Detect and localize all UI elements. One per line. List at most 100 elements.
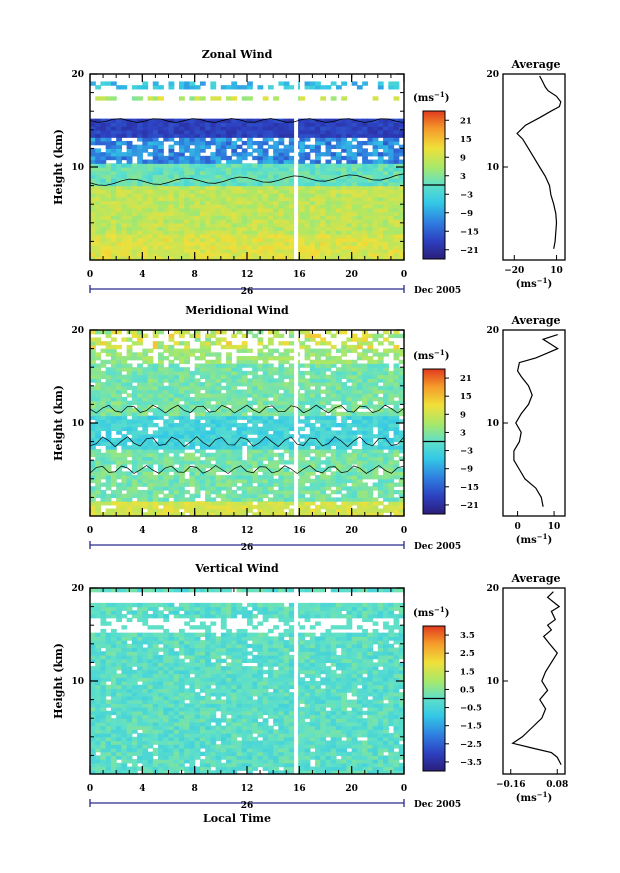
heatmap-cell xyxy=(116,382,122,387)
heatmap-cell xyxy=(226,245,232,250)
heatmap-cell xyxy=(262,352,269,357)
heatmap-cell xyxy=(105,144,112,149)
heatmap-cell xyxy=(273,389,279,394)
heatmap-cell xyxy=(105,393,112,398)
heatmap-cell xyxy=(315,167,321,172)
heatmap-cell xyxy=(163,445,170,450)
heatmap-cell xyxy=(273,167,279,172)
heatmap-cell xyxy=(90,449,96,454)
heatmap-cell xyxy=(105,252,112,257)
heatmap-cell xyxy=(320,475,327,480)
heatmap-cell xyxy=(398,348,405,353)
heatmap-cell xyxy=(351,222,358,228)
heatmap-cell xyxy=(178,471,185,476)
heatmap-cell xyxy=(398,189,405,194)
heatmap-cell xyxy=(288,185,295,190)
heatmap-cell xyxy=(105,211,112,216)
heatmap-cell xyxy=(320,497,327,502)
heatmap-cell xyxy=(335,155,342,161)
heatmap-cell xyxy=(346,374,353,379)
heatmap-cell xyxy=(137,185,143,190)
heatmap-cell xyxy=(137,193,143,198)
heatmap-cell xyxy=(257,178,264,183)
heatmap-cell xyxy=(100,170,107,176)
heatmap-cell xyxy=(152,137,159,142)
heatmap-cell xyxy=(210,437,217,443)
heatmap-cell xyxy=(330,193,337,198)
heatmap-cell xyxy=(252,200,259,205)
heatmap-cell xyxy=(288,252,295,257)
heatmap-cell xyxy=(131,237,138,242)
heatmap-cell xyxy=(309,441,316,446)
heatmap-cell xyxy=(383,434,389,439)
heatmap-cell xyxy=(105,219,112,224)
heatmap-cell xyxy=(126,163,133,168)
heatmap-cell xyxy=(283,181,290,187)
heatmap-cell xyxy=(178,85,185,90)
heatmap-cell xyxy=(252,430,259,435)
heatmap-cell xyxy=(210,211,217,216)
heatmap-cell xyxy=(142,207,149,213)
heatmap-cell xyxy=(210,129,217,135)
heatmap-cell xyxy=(247,508,253,513)
heatmap-cell xyxy=(247,475,253,480)
heatmap-cell xyxy=(372,200,379,205)
heatmap-cell xyxy=(137,493,143,498)
heatmap-cell xyxy=(393,344,400,350)
heatmap-cell xyxy=(346,400,353,405)
heatmap-cell xyxy=(215,460,222,465)
heatmap-cell xyxy=(147,445,154,450)
heatmap-cell xyxy=(90,463,96,469)
heatmap-cell xyxy=(178,475,185,480)
heatmap-cell xyxy=(152,382,159,387)
heatmap-cell xyxy=(267,144,274,149)
heatmap-cell xyxy=(367,486,374,491)
heatmap-cell xyxy=(231,204,238,209)
heatmap-cell xyxy=(356,352,363,357)
heatmap-cell xyxy=(205,193,211,198)
heatmap-cell xyxy=(178,126,185,131)
heatmap-cell xyxy=(226,352,232,357)
heatmap-cell xyxy=(309,396,316,402)
heatmap-cell xyxy=(147,230,154,235)
heatmap-cell xyxy=(210,382,217,387)
heatmap-cell xyxy=(142,211,149,216)
heatmap-cell xyxy=(383,137,389,142)
heatmap-cell xyxy=(278,501,285,506)
heatmap-cell xyxy=(137,430,143,435)
heatmap-cell xyxy=(168,352,175,357)
heatmap-cell xyxy=(309,489,316,495)
heatmap-cell xyxy=(210,352,217,357)
heatmap-cell xyxy=(273,200,279,205)
heatmap-cell xyxy=(90,344,96,350)
heatmap-cell xyxy=(126,122,133,127)
heatmap-cell xyxy=(388,419,395,424)
heatmap-cell xyxy=(309,118,316,123)
heatmap-cell xyxy=(372,482,379,487)
heatmap-cell xyxy=(105,482,112,487)
heatmap-cell xyxy=(184,411,191,417)
heatmap-cell xyxy=(90,396,96,402)
heatmap-cell xyxy=(194,152,201,157)
heatmap-cell xyxy=(383,411,389,417)
heatmap-cell xyxy=(299,434,306,439)
heatmap-cell xyxy=(335,248,342,254)
heatmap-cell xyxy=(189,396,196,402)
heatmap-cell xyxy=(325,463,332,469)
colorbar-tick-label: 15 xyxy=(460,392,472,402)
heatmap-cell xyxy=(205,456,211,461)
heatmap-cell xyxy=(341,178,348,183)
heatmap-cell xyxy=(330,222,337,228)
heatmap-cell xyxy=(388,348,395,353)
heatmap-cell xyxy=(304,408,311,413)
heatmap-cell xyxy=(189,385,196,391)
heatmap-cell xyxy=(205,211,211,216)
heatmap-cell xyxy=(267,196,274,202)
heatmap-cell xyxy=(194,423,201,428)
heatmap-cell xyxy=(137,230,143,235)
heatmap-cell xyxy=(194,408,201,413)
heatmap-cell xyxy=(110,81,117,86)
heatmap-cell xyxy=(367,497,374,502)
heatmap-cell xyxy=(110,126,117,131)
heatmap-cell xyxy=(393,501,400,506)
